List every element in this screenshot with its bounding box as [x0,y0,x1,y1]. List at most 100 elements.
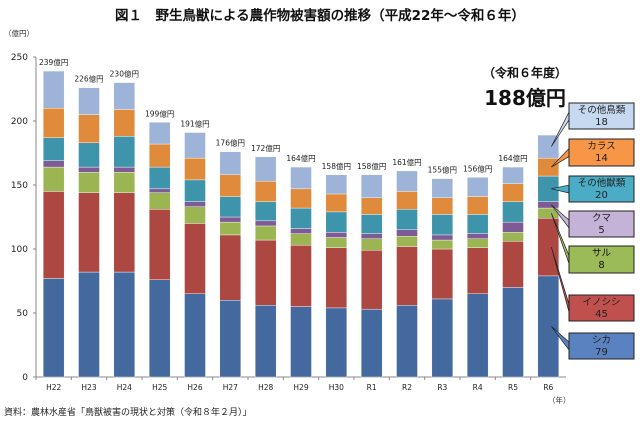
bar-segment-R5-2 [502,232,524,242]
legend-value: 5 [598,225,604,236]
bar-segment-H22-0 [42,278,65,378]
bar-segment-H26-0 [184,293,206,378]
legend-box [568,210,635,238]
bar-segment-R4-4 [466,214,489,234]
bar-segment-H24-4 [113,136,136,168]
legend-label: その他獣類 [578,177,626,189]
bar-segment-H22-2 [42,166,65,192]
bar-segment-R4-3 [466,233,489,239]
legend-value: 45 [595,309,608,320]
bar-segment-H30-3 [325,232,348,238]
x-tick-label: H22 [46,383,61,392]
bar-segment-R1-4 [360,214,383,234]
total-label: 164億円 [498,153,527,163]
legend-box [568,102,635,130]
bar-segment-R3-6 [431,178,454,199]
bar-segment-R1-6 [360,174,383,198]
bar-segment-H25-5 [148,143,171,168]
bar-segment-R5-0 [502,287,524,378]
chart-title: 図１ 野生鳥獣による農作物被害額の推移（平成22年～令和６年） [115,8,525,24]
legend-box [568,294,635,322]
y-tick-label: 50 [17,309,29,319]
legend-label: イノシシ [582,297,620,308]
bar-segment-R6-1 [537,218,560,277]
bar-segment-R2-0 [396,305,418,378]
bar-segment-R5-6 [502,166,524,184]
bar-segment-H27-6 [219,151,242,175]
bar-segment-H28-2 [254,225,277,241]
bar-segment-H25-4 [148,166,171,190]
y-axis-unit: （億円） [4,29,34,38]
bar-segment-H29-3 [290,228,312,234]
bar-segment-R1-5 [360,197,383,215]
x-tick-label: R4 [473,383,483,392]
bar-segment-H28-4 [254,201,277,222]
bar-segment-H23-5 [78,114,100,143]
legend-value: 20 [595,190,608,201]
bar-segment-R4-6 [466,177,489,197]
annotation-year: （令和６年度） [482,66,567,80]
total-label: 158億円 [357,161,386,171]
total-label: 239億円 [39,57,68,67]
legend-value: 8 [598,260,604,271]
bar-segment-H23-4 [78,142,100,168]
total-label: 230億円 [110,69,139,79]
x-tick-label: H23 [81,383,96,392]
x-tick-label: H28 [258,383,273,392]
bar-segment-R4-0 [466,293,489,378]
x-tick-label: H26 [187,383,202,392]
total-label: 191億円 [180,119,209,129]
bar-segment-H26-1 [184,223,206,294]
bar-segment-R3-1 [431,248,454,300]
bar-segment-H30-5 [325,193,348,213]
bar-segment-H26-5 [184,157,206,181]
x-tick-label: H27 [223,383,238,392]
bar-segment-H29-2 [290,233,312,246]
y-tick-label: 100 [11,245,28,255]
total-label: 199億円 [145,108,174,118]
bar-segment-R2-2 [396,235,418,247]
bar-segment-H29-1 [290,244,312,307]
bar-segment-H25-3 [148,188,171,193]
legend-box [568,332,635,360]
bar-segment-R5-3 [502,221,524,233]
bar-segment-H22-1 [42,191,65,279]
bar-segment-H29-0 [290,306,312,378]
y-tick-label: 0 [22,373,28,383]
bar-segment-H27-2 [219,221,242,236]
x-tick-label: R3 [437,383,447,392]
bar-segment-R5-5 [502,183,524,202]
bar-segment-H24-5 [113,109,136,137]
bar-segment-R2-6 [396,170,418,192]
legend-label: サル [592,248,612,259]
bar-segment-R6-3 [537,201,560,209]
bar-segment-H27-0 [219,300,242,378]
bar-segment-H30-2 [325,237,348,248]
bar-segment-H29-4 [290,207,312,229]
bar-segment-H28-0 [254,305,277,378]
bar-segment-H23-0 [78,271,100,378]
legend-label: クマ [592,213,611,224]
bar-segment-H26-4 [184,179,206,202]
callout-pointer [551,111,570,147]
bar-segment-R2-5 [396,191,418,210]
bar-segment-H24-2 [113,171,136,193]
total-label: 226億円 [74,74,103,84]
total-label: 158億円 [322,161,351,171]
legend-value: 18 [595,117,608,128]
legend-value: 14 [595,153,608,164]
bar-segment-R3-0 [431,298,454,378]
bar-segment-H29-6 [290,166,312,190]
x-tick-label: H29 [293,383,308,392]
bar-segment-R1-2 [360,238,383,251]
total-label: 161億円 [392,157,421,167]
bar-segment-H25-1 [148,209,171,280]
bar-segment-H23-6 [78,87,100,115]
x-tick-label: H24 [117,383,132,392]
legend-box [568,245,635,274]
y-tick-label: 150 [11,181,28,191]
bar-segment-H25-2 [148,192,171,210]
legend-label: カラス [587,141,615,152]
bar-segment-R6-5 [537,157,560,177]
